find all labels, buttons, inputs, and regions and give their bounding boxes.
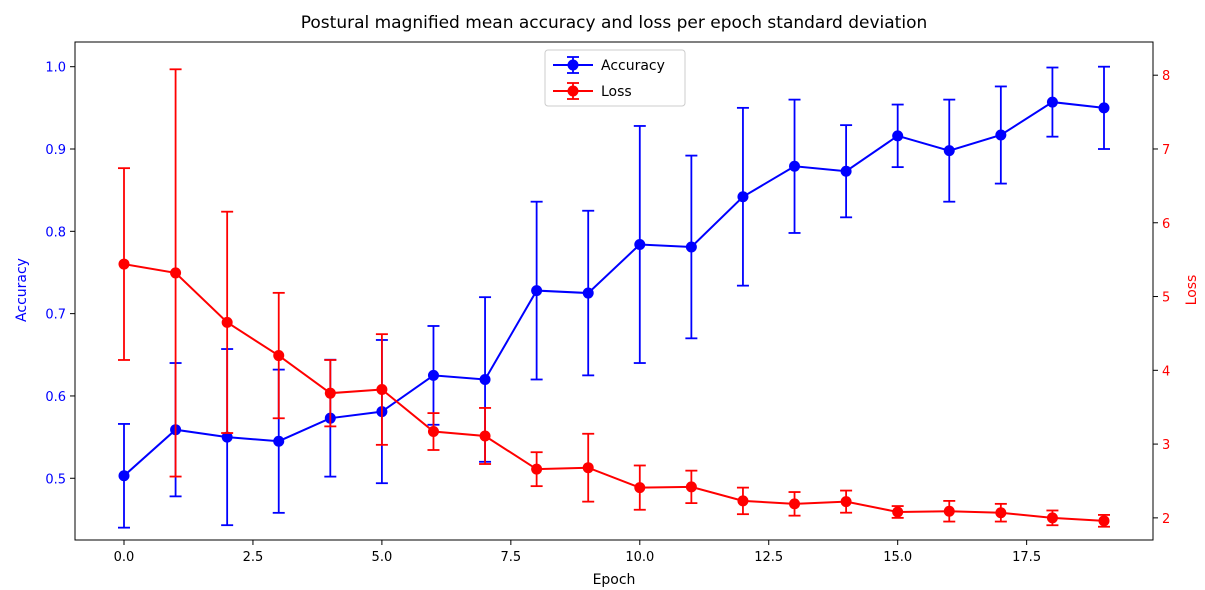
data-point [324,387,336,399]
data-point [995,129,1007,141]
x-tick-label: 2.5 [243,550,264,565]
data-point [582,462,594,474]
data-point [685,241,697,253]
data-point [1098,102,1110,114]
data-point [943,505,955,517]
y-left-tick-label: 0.9 [45,143,66,158]
data-point [273,435,285,447]
data-point [1046,512,1058,524]
legend-label: Loss [601,84,632,100]
y-right-tick-label: 2 [1162,512,1170,527]
y-right-tick-label: 3 [1162,438,1170,453]
data-point [479,373,491,385]
x-axis-label: Epoch [593,572,636,588]
data-point [427,369,439,381]
data-point [789,160,801,172]
axes: 0.0 2.5 5.0 7.5 10.0 12.5 15.0 17.5 0.5 0.6 0.7 0.8… [45,41,1170,565]
y-axis-right-label: Loss [1184,275,1200,306]
data-point [118,470,130,482]
chart-title: Postural magnified mean accuracy and los… [301,13,928,33]
series-accuracy [118,65,1110,529]
legend-entry-loss: Loss [553,82,632,100]
data-point [531,285,543,297]
data-point [634,482,646,494]
data-point [170,267,182,279]
data-point [840,165,852,177]
data-point [634,238,646,250]
data-point [892,130,904,142]
y-left-tick-label: 0.6 [45,390,66,405]
x-tick-label: 0.0 [114,550,135,565]
series-line [123,263,1105,522]
data-point [427,426,439,438]
data-point [737,191,749,203]
legend: Accuracy Loss [544,49,686,107]
x-tick-label: 15.0 [883,550,912,565]
data-point [1046,96,1058,108]
legend-marker [567,85,579,97]
data-point [840,496,852,508]
data-point [685,481,697,493]
plot-frame [74,41,1154,541]
y-left-tick-label: 0.7 [45,308,66,323]
data-point [789,498,801,510]
y-right-tick-label: 6 [1162,217,1170,232]
x-tick-label: 17.5 [1012,550,1041,565]
data-point [737,495,749,507]
legend-label: Accuracy [601,58,665,74]
y-left-tick-label: 0.5 [45,472,66,487]
series-line [123,101,1105,477]
data-point [582,287,594,299]
legend-marker [567,59,579,71]
data-point [479,430,491,442]
data-point [221,316,233,328]
x-tick-label: 7.5 [500,550,521,565]
x-tick-label: 5.0 [372,550,393,565]
y-axis-left-label: Accuracy [14,258,30,322]
data-point [376,383,388,395]
data-point [892,506,904,518]
data-point [1098,515,1110,527]
legend-entry-accuracy: Accuracy [553,56,665,74]
y-right-tick-label: 8 [1162,69,1170,84]
y-right-tick-label: 5 [1162,291,1170,306]
y-right-tick-label: 4 [1162,364,1170,379]
series-loss [118,68,1110,528]
y-left-tick-label: 1.0 [45,61,66,76]
data-point [221,431,233,443]
data-point [118,258,130,270]
x-tick-label: 10.0 [625,550,654,565]
data-point [995,507,1007,519]
y-left-tick-label: 0.8 [45,225,66,240]
x-tick-label: 12.5 [754,550,783,565]
data-point [943,145,955,157]
data-point [273,350,285,362]
data-point [531,463,543,475]
y-right-tick-label: 7 [1162,143,1170,158]
plot-marks [118,65,1110,529]
